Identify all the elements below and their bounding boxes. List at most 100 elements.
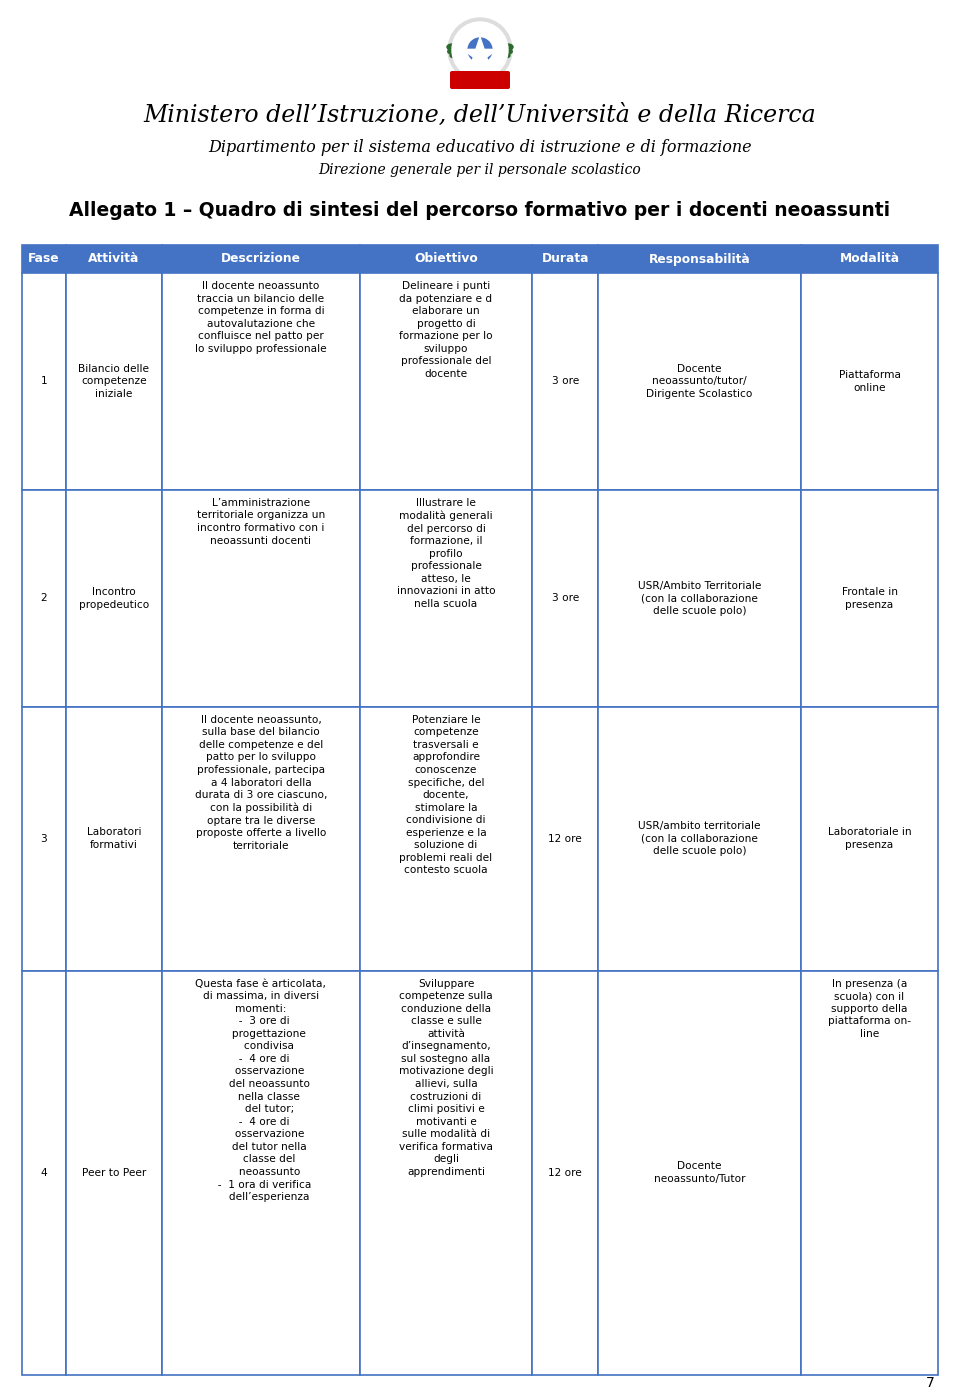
Bar (532, 707, 598, 970)
Text: L’amministrazione
territoriale organizza un
incontro formativo con i
neoassunti : L’amministrazione territoriale organizza… (197, 498, 325, 546)
Text: Laboratoriale in
presenza: Laboratoriale in presenza (828, 827, 911, 850)
Bar (162, 245, 360, 273)
Bar (65, 245, 162, 273)
Ellipse shape (493, 52, 499, 62)
Bar (801, 970, 938, 1375)
Bar (22, 273, 65, 490)
Text: Dipartimento per il sistema educativo di istruzione e di formazione: Dipartimento per il sistema educativo di… (208, 140, 752, 157)
Bar (801, 245, 938, 273)
Circle shape (468, 38, 492, 62)
Polygon shape (463, 36, 497, 70)
Bar (360, 273, 532, 490)
Ellipse shape (501, 49, 510, 57)
Ellipse shape (447, 48, 457, 53)
Ellipse shape (486, 49, 494, 57)
Bar (598, 490, 801, 707)
Bar (162, 273, 360, 490)
Bar (22, 970, 65, 1375)
Bar (360, 707, 532, 970)
Bar (532, 970, 598, 1375)
Text: Il docente neoassunto,
sulla base del bilancio
delle competenze e del
patto per : Il docente neoassunto, sulla base del bi… (195, 715, 327, 851)
Ellipse shape (450, 49, 459, 57)
Bar (162, 707, 360, 970)
Text: 7: 7 (926, 1376, 935, 1390)
Bar (532, 490, 598, 707)
Text: Fase: Fase (28, 252, 60, 266)
Text: Laboratori
formativi: Laboratori formativi (86, 827, 141, 850)
Text: Sviluppare
competenze sulla
conduzione della
classe e sulle
attività
d’insegname: Sviluppare competenze sulla conduzione d… (398, 979, 493, 1177)
Ellipse shape (466, 49, 474, 57)
Text: Responsabilità: Responsabilità (649, 252, 751, 266)
Bar (65, 490, 162, 707)
Text: 1: 1 (40, 377, 47, 386)
Text: Illustrare le
modalità generali
del percorso di
formazione, il
profilo
professio: Illustrare le modalità generali del perc… (396, 498, 495, 609)
Text: Obiettivo: Obiettivo (414, 252, 478, 266)
Bar (598, 970, 801, 1375)
Circle shape (452, 22, 508, 78)
Ellipse shape (484, 48, 493, 53)
Text: Docente
neoassunto/tutor/
Dirigente Scolastico: Docente neoassunto/tutor/ Dirigente Scol… (646, 364, 753, 399)
Text: Allegato 1 – Quadro di sintesi del percorso formativo per i docenti neoassunti: Allegato 1 – Quadro di sintesi del perco… (69, 200, 891, 220)
Text: Potenziare le
competenze
trasversali e
approfondire
conoscenze
specifiche, del
d: Potenziare le competenze trasversali e a… (399, 715, 492, 875)
Bar (360, 490, 532, 707)
Circle shape (448, 18, 512, 83)
Bar (532, 273, 598, 490)
Bar (65, 970, 162, 1375)
Text: Questa fase è articolata,
di massima, in diversi
momenti:
  -  3 ore di
     pro: Questa fase è articolata, di massima, in… (196, 979, 326, 1203)
Text: Il docente neoassunto
traccia un bilancio delle
competenze in forma di
autovalut: Il docente neoassunto traccia un bilanci… (195, 281, 326, 354)
Text: Bilancio delle
competenze
iniziale: Bilancio delle competenze iniziale (79, 364, 150, 399)
Bar (65, 707, 162, 970)
Text: 12 ore: 12 ore (548, 1168, 582, 1177)
Bar (801, 707, 938, 970)
Ellipse shape (490, 50, 496, 60)
Ellipse shape (496, 52, 503, 62)
Text: Piattaforma
online: Piattaforma online (838, 370, 900, 393)
Text: Modalità: Modalità (839, 252, 900, 266)
Text: Frontale in
presenza: Frontale in presenza (842, 587, 898, 609)
Polygon shape (463, 36, 497, 70)
Bar (360, 245, 532, 273)
Ellipse shape (503, 48, 513, 53)
Bar (162, 490, 360, 707)
Bar (801, 273, 938, 490)
Bar (22, 490, 65, 707)
Bar (22, 707, 65, 970)
Text: USR/ambito territoriale
(con la collaborazione
delle scuole polo): USR/ambito territoriale (con la collabor… (638, 820, 761, 857)
Text: Ministero dell’Istruzione, dell’Università e della Ricerca: Ministero dell’Istruzione, dell’Universi… (144, 104, 816, 126)
Bar (532, 245, 598, 273)
Polygon shape (463, 36, 497, 70)
Text: Attività: Attività (88, 252, 139, 266)
Bar (65, 273, 162, 490)
Text: 3 ore: 3 ore (552, 594, 579, 603)
Text: 3 ore: 3 ore (552, 377, 579, 386)
Text: Delineare i punti
da potenziare e d
elaborare un
progetto di
formazione per lo
s: Delineare i punti da potenziare e d elab… (399, 281, 492, 379)
Bar (598, 707, 801, 970)
Ellipse shape (467, 48, 476, 53)
Text: 12 ore: 12 ore (548, 833, 582, 844)
Ellipse shape (461, 52, 467, 62)
Text: Incontro
propedeutico: Incontro propedeutico (79, 587, 149, 609)
Bar (598, 245, 801, 273)
Text: Docente
neoassunto/Tutor: Docente neoassunto/Tutor (654, 1162, 745, 1184)
Text: Peer to Peer: Peer to Peer (82, 1168, 146, 1177)
Ellipse shape (453, 50, 461, 60)
Ellipse shape (447, 43, 457, 50)
Bar (22, 245, 65, 273)
Bar (162, 970, 360, 1375)
Text: Durata: Durata (541, 252, 588, 266)
FancyBboxPatch shape (450, 71, 510, 90)
Bar (360, 970, 532, 1375)
Ellipse shape (464, 50, 470, 60)
Ellipse shape (499, 50, 507, 60)
Text: Descrizione: Descrizione (221, 252, 300, 266)
Text: 4: 4 (40, 1168, 47, 1177)
Bar (598, 273, 801, 490)
Bar (801, 490, 938, 707)
Text: 2: 2 (40, 594, 47, 603)
Text: USR/Ambito Territoriale
(con la collaborazione
delle scuole polo): USR/Ambito Territoriale (con la collabor… (638, 581, 761, 616)
Ellipse shape (457, 52, 464, 62)
Text: 3: 3 (40, 833, 47, 844)
Text: In presenza (a
scuola) con il
supporto della
piattaforma on-
line: In presenza (a scuola) con il supporto d… (828, 979, 911, 1039)
Text: Direzione generale per il personale scolastico: Direzione generale per il personale scol… (319, 162, 641, 176)
Ellipse shape (503, 43, 513, 50)
